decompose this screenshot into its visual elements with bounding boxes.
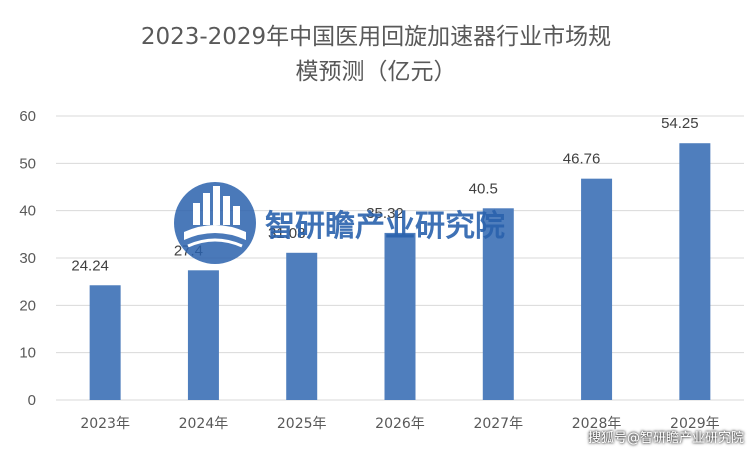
data-label: 40.5	[469, 180, 498, 197]
x-category-label: 2027年	[473, 416, 523, 432]
x-axis-categories: 2023年 2024年 2025年 2026年 2027年 2028年 2029年	[80, 416, 719, 432]
watermark-text: 智研瞻产业研究院	[265, 209, 505, 244]
x-category-label: 2029年	[670, 416, 720, 432]
source-credit: 搜狐号@智研瞻产业研究院	[587, 431, 744, 446]
y-tick-label: 0	[28, 392, 36, 409]
x-category-label: 2028年	[572, 416, 622, 432]
y-axis-ticks: 0 10 20 30 40 50 60	[19, 108, 36, 409]
bar	[581, 178, 613, 400]
bar	[286, 252, 318, 400]
y-tick-label: 20	[19, 297, 36, 314]
bar	[482, 208, 514, 400]
data-label: 54.25	[661, 115, 699, 132]
bar	[187, 270, 219, 400]
watermark: 智研瞻产业研究院	[174, 182, 505, 264]
bars	[89, 143, 711, 400]
title-line-2: 模预测（亿元）	[296, 59, 457, 85]
data-label: 31.08	[268, 225, 306, 242]
x-category-label: 2024年	[179, 416, 229, 432]
data-label: 24.24	[71, 257, 109, 274]
y-tick-label: 30	[19, 250, 36, 267]
building-book-logo-icon	[174, 182, 256, 264]
y-tick-label: 40	[19, 203, 36, 220]
y-tick-label: 10	[19, 345, 36, 362]
bar	[384, 232, 416, 400]
y-tick-label: 50	[19, 155, 36, 172]
x-category-label: 2025年	[277, 416, 327, 432]
data-label: 35.32	[366, 205, 404, 222]
bar	[679, 143, 711, 400]
y-tick-label: 60	[19, 108, 36, 125]
x-category-label: 2026年	[375, 416, 425, 432]
bar	[89, 285, 121, 400]
data-label: 46.76	[563, 151, 601, 168]
x-category-label: 2023年	[80, 416, 130, 432]
title-line-1: 2023-2029年中国医用回旋加速器行业市场规	[141, 24, 611, 50]
chart-title: 2023-2029年中国医用回旋加速器行业市场规 模预测（亿元）	[141, 24, 611, 85]
